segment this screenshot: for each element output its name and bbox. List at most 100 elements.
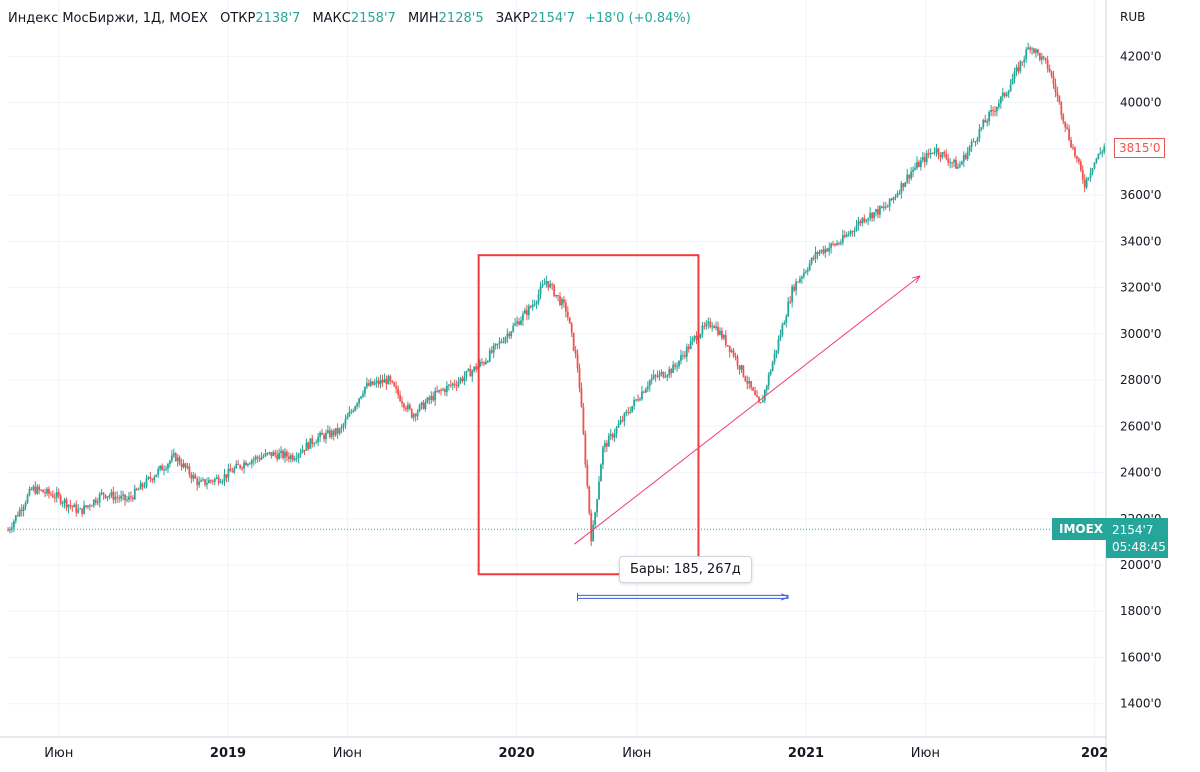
candle-body	[473, 366, 476, 371]
candle-body	[900, 183, 903, 194]
last-price: 2154'7	[1112, 523, 1154, 537]
candle-body	[87, 505, 89, 507]
candle-body	[703, 325, 706, 327]
candle-body	[1074, 147, 1076, 157]
candle-body	[802, 272, 805, 277]
candle-body	[722, 335, 725, 339]
candle-body	[923, 156, 926, 163]
candle-body	[676, 366, 678, 368]
candle-body	[319, 432, 321, 437]
candle-body	[108, 495, 111, 497]
candle-body	[276, 454, 279, 460]
candle-body	[237, 463, 240, 466]
candle-body	[596, 499, 598, 513]
candle-body	[280, 450, 282, 454]
candle-body	[949, 162, 952, 164]
candle-body	[102, 492, 105, 495]
candle-body	[997, 103, 1000, 107]
candle-body	[705, 323, 708, 327]
candle-body	[978, 129, 981, 139]
candle-body	[451, 383, 454, 386]
x-tick-label: Июн	[911, 746, 940, 761]
candle-body	[188, 466, 191, 475]
candle-body	[274, 452, 277, 455]
candle-body	[1021, 61, 1024, 63]
trend-line	[574, 275, 921, 545]
candle-body	[656, 375, 659, 377]
candle-body	[603, 443, 606, 448]
candle-body	[804, 271, 807, 273]
candle-body	[943, 152, 946, 154]
candle-body	[490, 350, 493, 353]
date-range-arrowhead	[781, 593, 789, 601]
candle-body	[916, 161, 918, 168]
candle-body	[447, 384, 450, 386]
candle-body	[644, 389, 647, 393]
candle-body	[582, 407, 585, 434]
candle-body	[568, 317, 571, 324]
candle-body	[141, 483, 144, 487]
candle-body	[531, 304, 534, 308]
candle-body	[213, 478, 216, 482]
candle-body	[586, 464, 589, 487]
candle-body	[211, 480, 214, 482]
candle-body	[820, 249, 823, 252]
candle-body	[773, 353, 776, 363]
candle-body	[966, 151, 969, 159]
candle-body	[223, 474, 226, 481]
candle-body	[937, 148, 940, 155]
candle-body	[639, 399, 641, 401]
candle-body	[908, 174, 911, 179]
candle-body	[7, 530, 9, 532]
candle-body	[545, 280, 548, 284]
candle-body	[165, 468, 167, 470]
bars-tooltip: Бары: 185, 267д	[619, 556, 752, 583]
candle-body	[217, 477, 220, 483]
candle-body	[600, 464, 602, 482]
x-tick-label: Июн	[622, 746, 651, 761]
candle-body	[184, 463, 187, 468]
candle-body	[1103, 146, 1106, 152]
candle-body	[61, 502, 64, 504]
candle-body	[1044, 57, 1047, 61]
candle-body	[1009, 84, 1012, 92]
candle-body	[278, 453, 281, 460]
candle-body	[1005, 94, 1008, 97]
candle-body	[996, 106, 998, 112]
y-tick-label: 1800'0	[1120, 604, 1161, 618]
candle-body	[311, 438, 314, 444]
candle-body	[1083, 179, 1086, 188]
candle-body	[129, 496, 132, 498]
candle-body	[46, 488, 48, 494]
candle-body	[367, 383, 370, 386]
candle-body	[713, 326, 716, 329]
chart-header: Индекс МосБиржи, 1Д, MOEX ОТКР2138'7 МАК…	[8, 11, 691, 26]
candle-body	[303, 449, 306, 451]
candle-body	[67, 504, 70, 508]
candle-body	[808, 263, 811, 270]
candle-body	[465, 370, 468, 377]
candle-body	[654, 375, 657, 377]
candle-body	[674, 364, 676, 367]
candle-body	[147, 477, 150, 479]
candle-body	[602, 447, 604, 465]
candle-body	[888, 198, 891, 207]
y-tick-label: 4000'0	[1120, 96, 1161, 110]
candle-body	[317, 436, 320, 443]
candle-body	[403, 403, 405, 408]
candle-body	[693, 336, 696, 339]
candle-body	[504, 337, 507, 343]
candle-body	[529, 306, 532, 308]
candle-body	[777, 339, 780, 351]
candle-body	[254, 456, 257, 460]
marker-price-badge: 3815'0	[1114, 138, 1166, 158]
candle-body	[830, 243, 833, 248]
candle-body	[847, 234, 850, 236]
candle-body	[877, 209, 879, 215]
candle-body	[791, 286, 794, 303]
candle-body	[268, 452, 271, 454]
candle-body	[424, 402, 427, 409]
candle-body	[892, 197, 895, 200]
candle-body	[354, 406, 357, 411]
